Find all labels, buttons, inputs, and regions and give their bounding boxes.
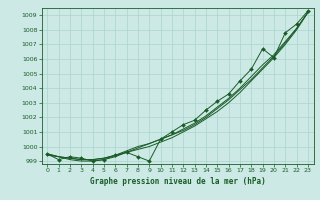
X-axis label: Graphe pression niveau de la mer (hPa): Graphe pression niveau de la mer (hPa) [90, 177, 266, 186]
